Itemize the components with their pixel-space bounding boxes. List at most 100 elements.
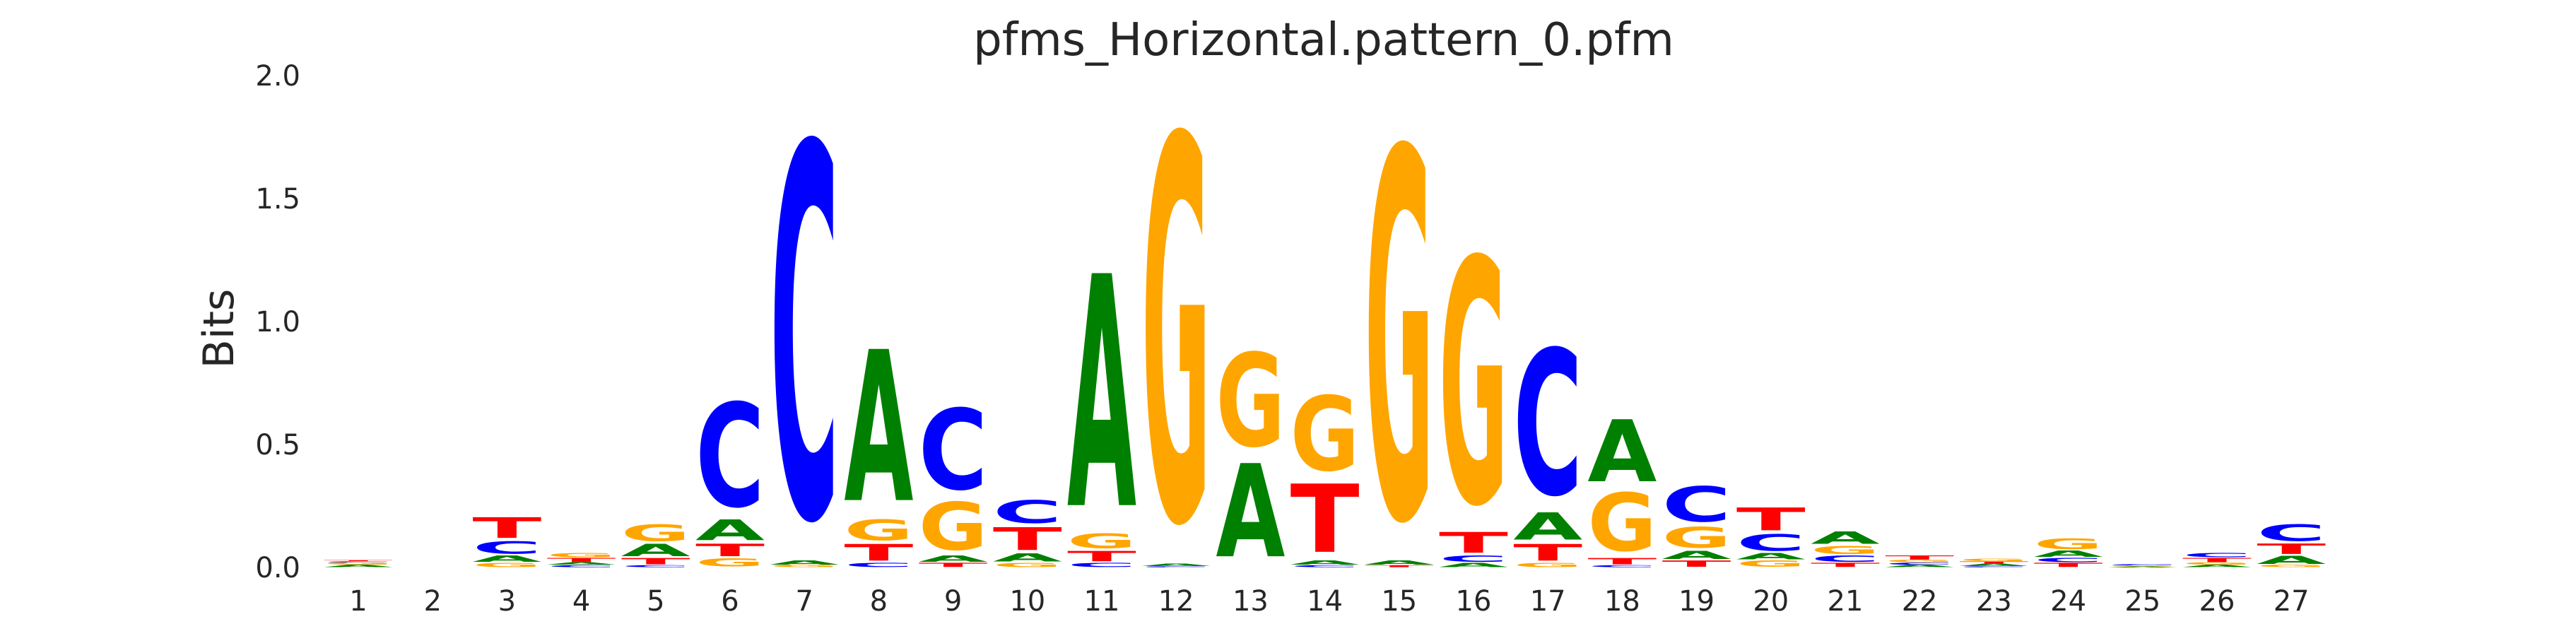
logo-letter-A: A <box>2257 553 2326 567</box>
logo-letter-G: G <box>2257 565 2326 568</box>
y-tick-label: 2.0 <box>255 60 300 93</box>
logo-letter-C: C <box>1513 310 1582 541</box>
logo-letter-C: C <box>2108 564 2177 566</box>
logo-letter-A: A <box>1959 563 2028 567</box>
logo-letter-C: C <box>1439 554 1508 564</box>
logo-letter-A: A <box>1662 548 1731 562</box>
logo-letter-C: C <box>2034 557 2103 563</box>
logo-letter-T: T <box>1662 559 1731 569</box>
logo-letter-G: G <box>919 490 988 565</box>
logo-letter-A: A <box>1290 559 1360 565</box>
logo-letter-G: G <box>621 520 690 547</box>
logo-letter-C: C <box>1290 565 1360 568</box>
logo-letter-C: C <box>621 565 690 568</box>
logo-letter-C: C <box>2182 552 2252 558</box>
logo-letter-A: A <box>547 562 616 565</box>
x-tick-label: 15 <box>1381 585 1417 618</box>
logo-letter-T: T <box>1587 556 1657 566</box>
x-tick-label: 27 <box>2274 585 2310 618</box>
logo-letter-C: C <box>1067 562 1136 568</box>
logo-letter-A: A <box>844 308 913 550</box>
x-tick-label: 21 <box>1828 585 1864 618</box>
logo-letter-T: T <box>844 539 913 566</box>
logo-letter-G: G <box>1067 531 1136 553</box>
x-tick-label: 19 <box>1678 585 1715 618</box>
x-tick-label: 24 <box>2050 585 2086 618</box>
logo-letter-T: T <box>1811 562 1880 568</box>
logo-letter-A: A <box>2182 565 2252 568</box>
x-tick-label: 16 <box>1456 585 1492 618</box>
x-tick-label: 10 <box>1009 585 1045 618</box>
logo-letter-A: A <box>1067 210 1137 580</box>
logo-letter-G: G <box>770 565 839 568</box>
logo-letter-G: G <box>1439 190 1508 581</box>
logo-letter-C: C <box>1141 566 1211 567</box>
chart-title: pfms_Horizontal.pattern_0.pfm <box>973 14 1674 66</box>
logo-letter-C: C <box>1662 477 1731 533</box>
logo-letter-T: T <box>1513 539 1582 566</box>
logo-letter-G: G <box>1290 376 1360 495</box>
logo-letter-A: A <box>1141 563 1211 567</box>
x-tick-label: 9 <box>944 585 962 618</box>
x-tick-label: 22 <box>1902 585 1938 618</box>
logo-letter-A: A <box>1885 565 1954 568</box>
logo-letter-C: C <box>324 561 393 563</box>
y-tick-label: 0.5 <box>255 429 300 461</box>
logo-letter-G: G <box>993 562 1062 568</box>
x-tick-label: 18 <box>1604 585 1640 618</box>
logo-letter-T: T <box>324 560 393 561</box>
logo-letter-T: T <box>919 562 988 568</box>
logo-letter-T: T <box>695 541 765 560</box>
x-tick-label: 25 <box>2124 585 2160 618</box>
logo-letter-A: A <box>621 541 691 560</box>
logo-letter-C: C <box>472 538 541 558</box>
x-tick-label: 2 <box>423 585 441 618</box>
y-axis-ticks: 0.0 0.5 1.0 1.5 2.0 <box>255 60 300 584</box>
logo-letter-G: G <box>2108 565 2177 567</box>
logo-letter-T: T <box>1736 502 1806 538</box>
x-tick-label: 3 <box>498 585 516 618</box>
logo-letter-T: T <box>1067 548 1136 565</box>
x-tick-label: 13 <box>1233 585 1269 618</box>
logo-letter-T: T <box>547 557 616 563</box>
logo-letter-A: A <box>770 559 839 565</box>
logo-letter-A: A <box>2034 549 2104 559</box>
logo-letter-A: A <box>1736 552 1806 562</box>
logo-letter-C: C <box>844 562 913 568</box>
logo-letter-A: A <box>1216 437 1285 587</box>
logo-letter-T: T <box>1365 565 1434 568</box>
logo-letter-C: C <box>1885 562 1954 565</box>
logo-letter-A: A <box>1365 559 1434 565</box>
logo-letter-C: C <box>1736 529 1806 555</box>
logo-letter-T: T <box>2182 557 2252 563</box>
logo-letter-G: G <box>695 556 765 570</box>
logo-letter-T: T <box>1439 526 1508 560</box>
logo-letter-T: T <box>993 521 1062 558</box>
logo-letter-C: C <box>1811 554 1880 564</box>
logo-letter-A: A <box>324 565 393 568</box>
x-tick-label: 23 <box>1976 585 2012 618</box>
logo-letter-A: A <box>1587 403 1657 502</box>
x-tick-label: 7 <box>795 585 813 618</box>
x-tick-label: 1 <box>349 585 367 618</box>
logo-letter-C: C <box>695 375 765 540</box>
x-tick-label: 8 <box>870 585 888 618</box>
logo-letter-G: G <box>1513 562 1582 568</box>
logo-letter-T: T <box>1959 561 2028 565</box>
x-tick-label: 17 <box>1530 585 1566 618</box>
logo-letter-G: G <box>324 562 393 565</box>
logo-letter-G: G <box>1736 559 1806 569</box>
logo-letter-G: G <box>1587 477 1657 570</box>
logo-letter-T: T <box>1290 465 1360 574</box>
y-axis-label: Bits <box>194 289 244 369</box>
logo-letter-C: C <box>2257 520 2326 546</box>
x-tick-label: 26 <box>2199 585 2235 618</box>
x-tick-label: 12 <box>1158 585 1194 618</box>
logo-letter-C: C <box>1959 566 2028 567</box>
x-tick-label: 6 <box>721 585 739 618</box>
logo-letter-C: C <box>770 40 839 636</box>
logo-letter-T: T <box>472 512 541 545</box>
logo-letter-A: A <box>1811 528 1881 548</box>
